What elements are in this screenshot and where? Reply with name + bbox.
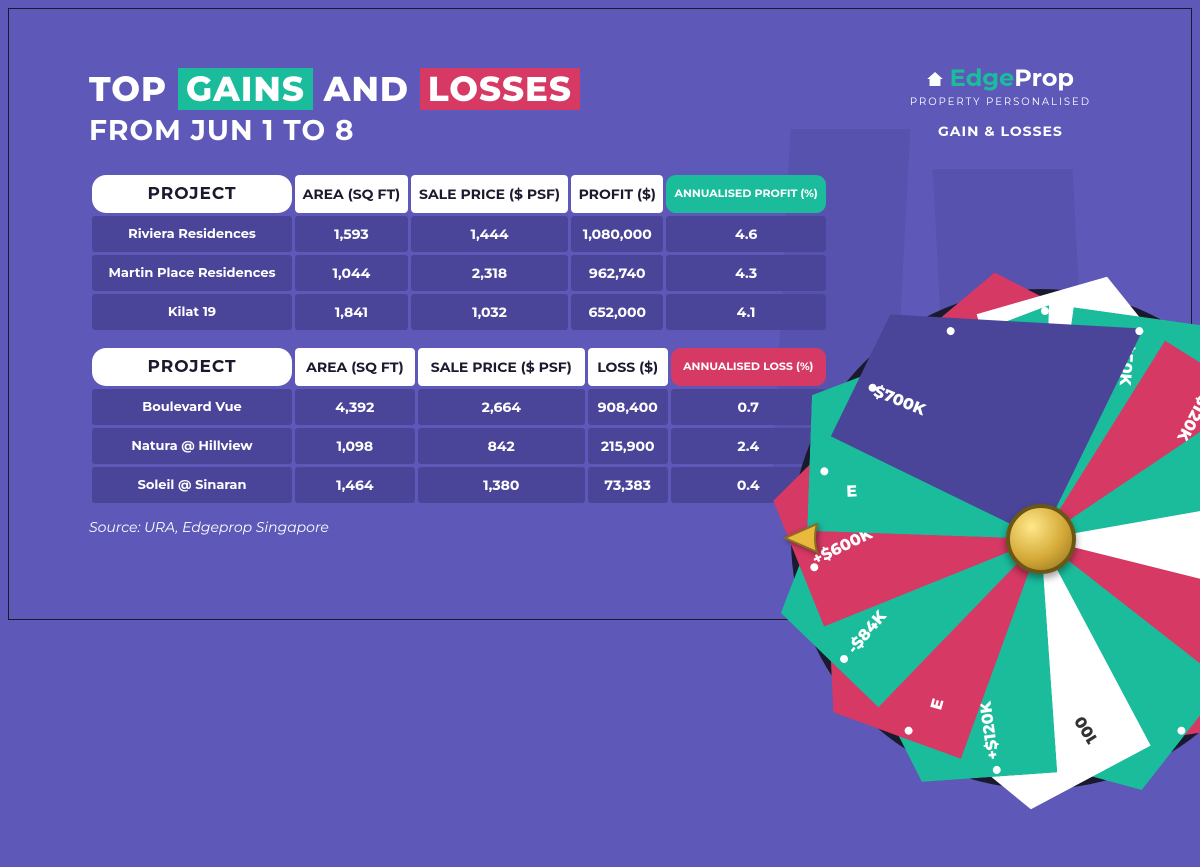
cell-price: 842 [418,428,585,464]
cell-area: 1,044 [295,255,408,291]
tables-container: PROJECT AREA (SQ FT) SALE PRICE ($ PSF) … [89,172,829,536]
cell-project: Kilat 19 [92,294,292,330]
col-area: AREA (SQ FT) [295,175,408,213]
col-ann-profit: ANNUALISED PROFIT (%) [666,175,826,213]
prize-wheel: +$120KE-$50K+$120KE100+$120KE-$84K+$600K… [801,299,1200,779]
gains-header-row: PROJECT AREA (SQ FT) SALE PRICE ($ PSF) … [92,175,826,213]
cell-project: Natura @ Hillview [92,428,292,464]
cell-project: Boulevard Vue [92,389,292,425]
cell-price: 1,444 [411,216,569,252]
col-price: SALE PRICE ($ PSF) [411,175,569,213]
cell-price: 2,318 [411,255,569,291]
cell-project: Riviera Residences [92,216,292,252]
cell-area: 4,392 [295,389,415,425]
cell-price: 1,032 [411,294,569,330]
col-project: PROJECT [92,175,292,213]
cell-ann: 4.3 [666,255,826,291]
wheel-disc: +$120KE-$50K+$120KE100+$120KE-$84K+$600K… [801,299,1200,779]
table-row: Martin Place Residences1,0442,318962,740… [92,255,826,291]
col-area: AREA (SQ FT) [295,348,415,386]
losses-header-row: PROJECT AREA (SQ FT) SALE PRICE ($ PSF) … [92,348,826,386]
table-row: Boulevard Vue4,3922,664908,4000.7 [92,389,826,425]
cell-area: 1,464 [295,467,415,503]
wheel-pointer [783,520,833,556]
cell-profit: 652,000 [571,294,663,330]
col-project: PROJECT [92,348,292,386]
infographic-frame: EdgeProp PROPERTY PERSONALISED GAIN & LO… [8,8,1192,620]
title-gains: GAINS [178,68,313,110]
cell-profit: 908,400 [588,389,668,425]
losses-table: PROJECT AREA (SQ FT) SALE PRICE ($ PSF) … [89,345,829,506]
main-title: TOP GAINS AND LOSSES [89,69,1111,110]
title-losses: LOSSES [420,68,580,110]
gains-table: PROJECT AREA (SQ FT) SALE PRICE ($ PSF) … [89,172,829,333]
cell-profit: 962,740 [571,255,663,291]
cell-area: 1,593 [295,216,408,252]
cell-price: 1,380 [418,467,585,503]
wheel-rim-dot [1041,307,1049,315]
cell-profit: 1,080,000 [571,216,663,252]
title-and: AND [324,68,409,110]
table-row: Kilat 191,8411,032652,0004.1 [92,294,826,330]
col-loss: LOSS ($) [588,348,668,386]
cell-profit: 215,900 [588,428,668,464]
table-row: Soleil @ Sinaran1,4641,38073,3830.4 [92,467,826,503]
cell-project: Martin Place Residences [92,255,292,291]
cell-profit: 73,383 [588,467,668,503]
title-top: TOP [89,68,167,110]
cell-project: Soleil @ Sinaran [92,467,292,503]
col-profit: PROFIT ($) [571,175,663,213]
table-row: Natura @ Hillview1,098842215,9002.4 [92,428,826,464]
table-row: Riviera Residences1,5931,4441,080,0004.6 [92,216,826,252]
col-price: SALE PRICE ($ PSF) [418,348,585,386]
cell-ann: 4.6 [666,216,826,252]
wheel-hub [1006,504,1076,574]
cell-area: 1,098 [295,428,415,464]
cell-area: 1,841 [295,294,408,330]
source-attribution: Source: URA, Edgeprop Singapore [89,518,829,536]
date-range: FROM JUN 1 TO 8 [89,114,1111,148]
cell-price: 2,664 [418,389,585,425]
